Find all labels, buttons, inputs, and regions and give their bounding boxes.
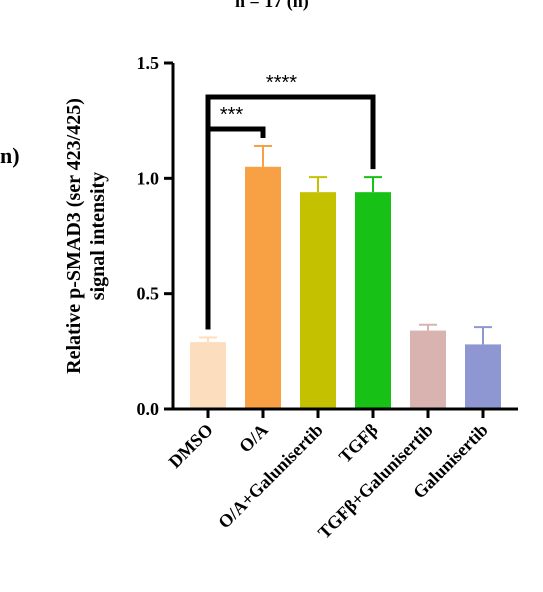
y-tick-label: 0.0 xyxy=(137,399,160,419)
bar-1 xyxy=(245,166,281,409)
x-tick-label: O/A xyxy=(235,420,272,457)
y-axis-title: Relative p-SMAD3 (ser 423/425) signal int… xyxy=(63,98,109,374)
x-tick-label: O/A+Galunisertib xyxy=(214,420,327,533)
x-tick-label: TGFβ xyxy=(335,420,382,467)
bar-4 xyxy=(410,330,446,409)
significance-bracket xyxy=(205,94,376,330)
bar-2 xyxy=(300,192,336,409)
bar-5 xyxy=(465,344,501,409)
bar-0 xyxy=(190,342,226,409)
bar-3 xyxy=(355,192,391,409)
y-tick-label: 1.5 xyxy=(137,53,160,73)
x-tick-label: DMSO xyxy=(165,420,217,472)
significance-label: *** xyxy=(220,104,244,126)
y-axis-title-line: Relative p-SMAD3 (ser 423/425) xyxy=(63,98,85,374)
page-title-fragment: n = 17 (n) xyxy=(235,0,309,11)
significance-label: **** xyxy=(266,72,297,94)
panel-label-fragment: n) xyxy=(0,143,20,168)
y-tick-label: 0.5 xyxy=(137,284,160,304)
y-axis-title-line: signal intensity xyxy=(87,172,109,300)
y-tick-label: 1.0 xyxy=(137,168,160,188)
